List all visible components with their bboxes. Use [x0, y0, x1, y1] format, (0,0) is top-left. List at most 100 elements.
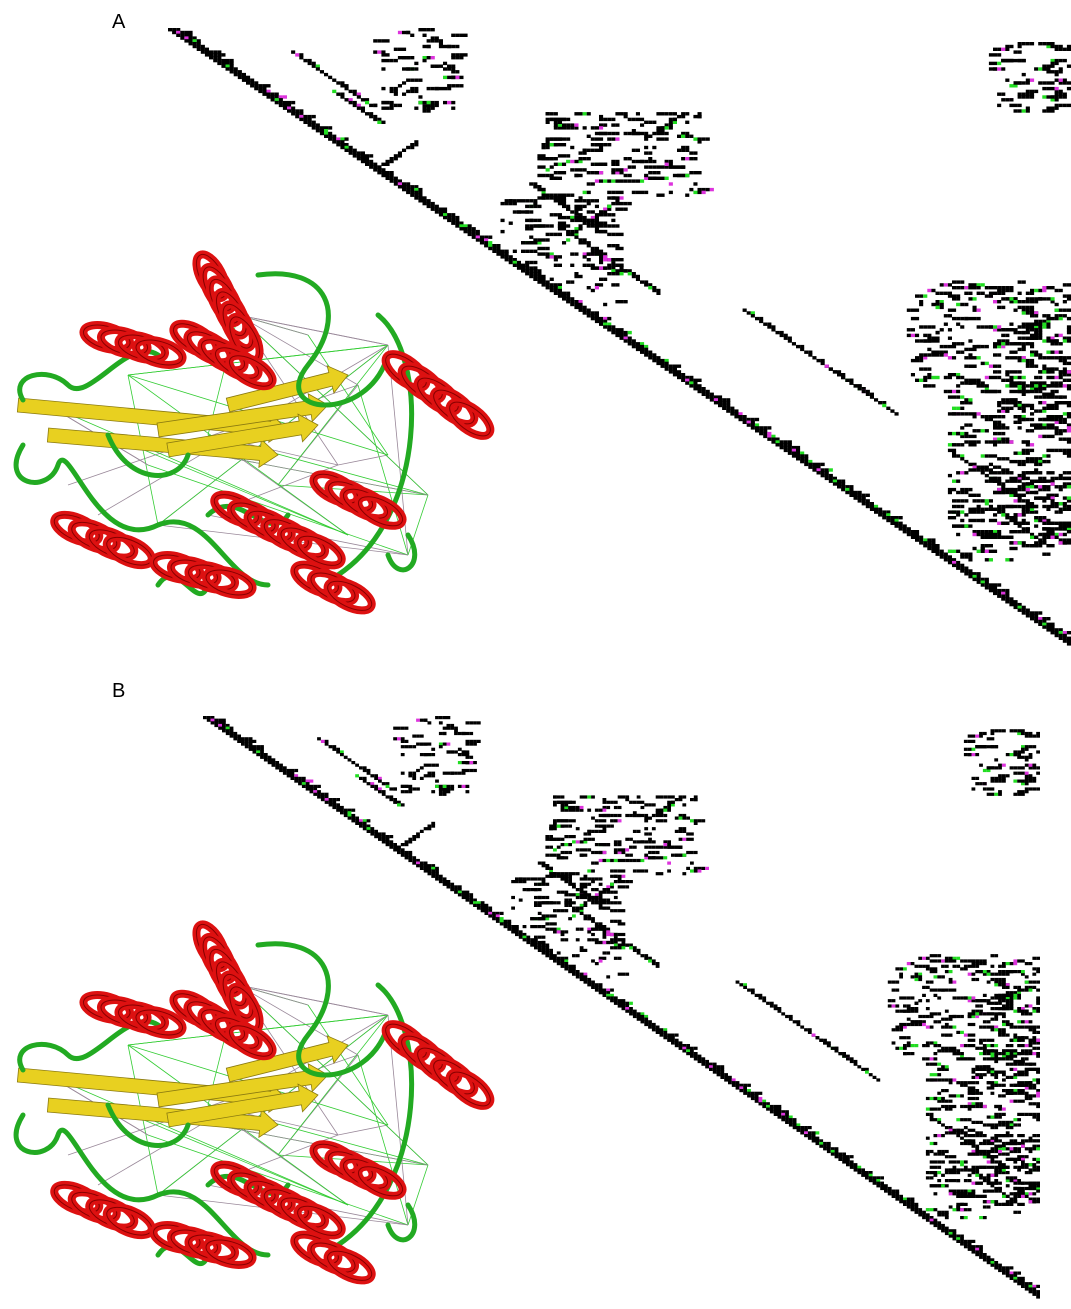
- contact: [665, 163, 669, 166]
- contact: [886, 407, 890, 410]
- contact: [611, 272, 615, 275]
- contact: [1022, 522, 1026, 525]
- contact: [1036, 772, 1040, 775]
- contact: [956, 471, 960, 474]
- contact: [211, 721, 215, 724]
- contact: [983, 769, 987, 772]
- contact: [800, 1131, 804, 1134]
- contact: [554, 143, 558, 146]
- contact: [615, 191, 619, 194]
- contact: [964, 379, 968, 382]
- contact: [455, 224, 459, 227]
- contact: [537, 280, 541, 283]
- contact: [1018, 480, 1022, 483]
- contact: [669, 118, 673, 121]
- contact: [1025, 764, 1029, 767]
- contact: [394, 179, 398, 182]
- contact: [603, 224, 607, 227]
- contact: [636, 118, 640, 121]
- contact: [377, 118, 381, 121]
- contact: [1038, 426, 1042, 429]
- contact: [533, 199, 537, 202]
- contact: [968, 381, 972, 384]
- contact: [469, 732, 473, 735]
- contact: [1025, 748, 1029, 751]
- contact: [591, 163, 595, 166]
- contact: [507, 928, 511, 931]
- contact: [1018, 452, 1022, 455]
- contact: [618, 933, 622, 936]
- contact: [386, 785, 390, 788]
- contact: [1005, 440, 1009, 443]
- contact: [566, 216, 570, 219]
- contact: [1009, 370, 1013, 373]
- contact: [317, 737, 321, 740]
- contact: [542, 247, 546, 250]
- contact: [948, 337, 952, 340]
- contact: [595, 179, 599, 182]
- contact: [956, 432, 960, 435]
- contact: [1022, 513, 1026, 516]
- contact: [1055, 303, 1059, 306]
- contact: [989, 533, 993, 536]
- contact: [1002, 1272, 1006, 1275]
- contact: [858, 387, 862, 390]
- contact: [960, 491, 964, 494]
- contact: [736, 981, 740, 984]
- contact: [1067, 438, 1071, 441]
- contact: [1030, 79, 1034, 82]
- contact: [427, 87, 431, 90]
- contact: [1055, 367, 1059, 370]
- contact: [359, 766, 363, 769]
- contact: [340, 95, 344, 98]
- contact: [367, 830, 371, 833]
- contact: [599, 146, 603, 149]
- contact: [1046, 628, 1050, 631]
- contact: [566, 160, 570, 163]
- contact: [1018, 499, 1022, 502]
- contact: [267, 95, 271, 98]
- contact: [1051, 95, 1055, 98]
- contact: [993, 62, 997, 65]
- contact: [607, 196, 611, 199]
- contact: [1014, 342, 1018, 345]
- contact: [542, 283, 546, 286]
- contact: [641, 954, 645, 957]
- contact: [574, 160, 578, 163]
- contact: [1029, 780, 1033, 783]
- contact: [294, 769, 298, 772]
- contact: [431, 65, 435, 68]
- contact: [476, 238, 480, 241]
- contact: [184, 39, 188, 42]
- contact: [964, 303, 968, 306]
- contact: [207, 719, 211, 722]
- contact: [931, 384, 935, 387]
- contact: [1030, 491, 1034, 494]
- contact: [529, 224, 533, 227]
- contact: [1063, 541, 1067, 544]
- contact: [1001, 415, 1005, 418]
- contact: [681, 157, 685, 160]
- page: A B (() => { const data = JSON.parse(doc…: [0, 0, 1071, 1304]
- contact: [1030, 460, 1034, 463]
- contact: [669, 126, 673, 129]
- contact: [915, 339, 919, 342]
- contact: [439, 790, 443, 793]
- contact: [439, 880, 443, 883]
- contact: [393, 737, 397, 740]
- contact: [964, 555, 968, 558]
- contact: [275, 766, 279, 769]
- contact: [1017, 1282, 1021, 1285]
- contact: [648, 121, 652, 124]
- contact: [1026, 404, 1030, 407]
- contact: [989, 508, 993, 511]
- contact: [345, 149, 349, 152]
- contact: [607, 272, 611, 275]
- contact: [1067, 496, 1071, 499]
- contact: [975, 777, 979, 780]
- contact: [1032, 787, 1036, 790]
- contact: [661, 365, 665, 368]
- contact: [991, 766, 995, 769]
- contact: [580, 912, 584, 915]
- contact: [462, 732, 466, 735]
